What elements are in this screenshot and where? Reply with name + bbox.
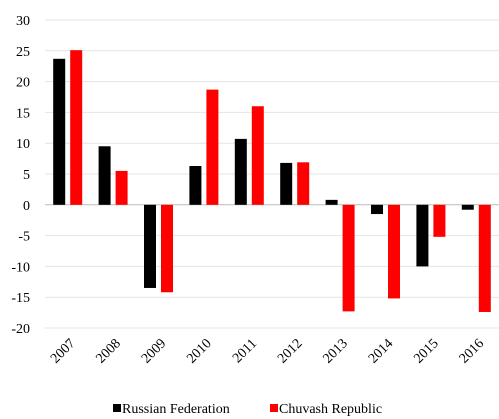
y-tick-label: 20	[16, 76, 30, 91]
x-tick-label: 2012	[275, 336, 305, 366]
x-tick-label: 2010	[184, 336, 214, 366]
x-tick-label: 2015	[411, 336, 441, 366]
legend-label: Chuvash Republic	[279, 402, 382, 417]
legend-label: Russian Federation	[122, 402, 230, 417]
bar	[433, 204, 446, 237]
bar	[189, 165, 202, 205]
bar	[342, 204, 355, 312]
x-tick-label: 2011	[230, 336, 260, 366]
bar	[206, 89, 219, 205]
bar	[234, 138, 247, 205]
bar	[144, 204, 156, 288]
x-tick-label: 2009	[139, 336, 169, 366]
legend-swatch	[270, 404, 278, 412]
bar	[98, 146, 111, 205]
y-tick-label: 0	[23, 199, 30, 214]
y-tick-label: 15	[16, 106, 30, 121]
bar	[280, 162, 293, 205]
bar	[416, 204, 429, 267]
bar	[70, 50, 83, 205]
y-tick-label: -15	[11, 291, 30, 306]
bar	[478, 204, 491, 312]
bar	[325, 199, 338, 205]
x-tick-label: 2016	[457, 336, 487, 366]
y-tick-label: 25	[16, 45, 30, 60]
y-tick-label: 5	[23, 168, 30, 183]
bar	[53, 58, 66, 205]
bar	[388, 204, 400, 299]
bar	[371, 204, 383, 215]
y-tick-label: -20	[11, 322, 30, 337]
y-tick-label: -10	[11, 260, 30, 275]
y-tick-label: 30	[16, 14, 30, 29]
bar	[161, 204, 173, 293]
x-tick-label: 2008	[94, 336, 124, 366]
bar	[251, 106, 264, 205]
x-tick-label: 2007	[48, 336, 78, 366]
x-tick-label: 2014	[366, 336, 396, 366]
legend-swatch	[113, 404, 121, 412]
x-tick-label: 2013	[321, 336, 351, 366]
bar	[461, 204, 474, 210]
y-tick-label: -5	[18, 230, 30, 245]
bar	[115, 170, 128, 205]
bar	[297, 162, 310, 205]
y-tick-label: 10	[16, 137, 30, 152]
